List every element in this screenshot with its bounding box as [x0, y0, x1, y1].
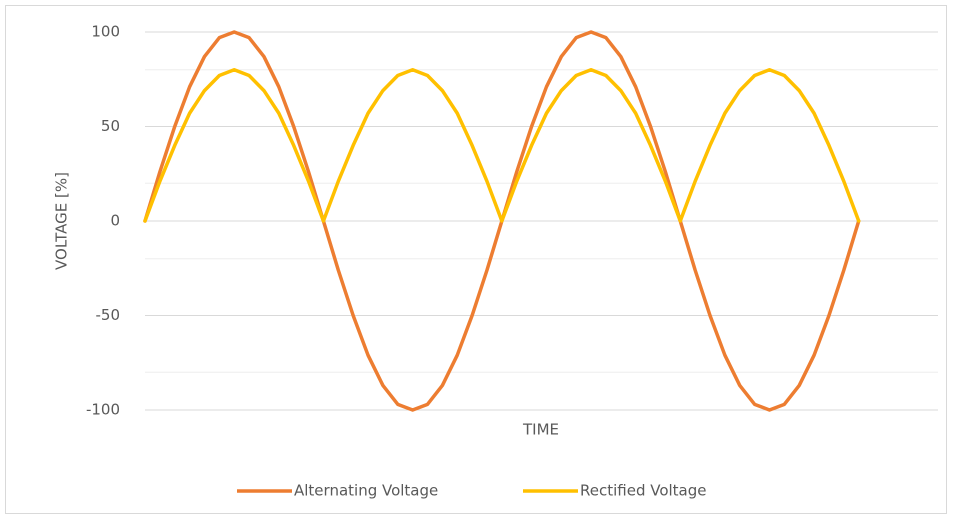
- y-tick-label: 50: [101, 117, 120, 135]
- legend-label: Alternating Voltage: [294, 482, 438, 500]
- x-axis-title: TIME: [522, 421, 559, 439]
- y-axis-title: VOLTAGE [%]: [53, 172, 71, 270]
- legend-label: Rectified Voltage: [580, 482, 707, 500]
- chart-border: [5, 5, 947, 514]
- line-series: [143, 68, 861, 223]
- y-tick-label: -50: [96, 306, 121, 324]
- y-tick-label: 0: [110, 212, 120, 230]
- y-tick-label: 100: [91, 23, 120, 41]
- y-tick-label: -100: [86, 401, 120, 419]
